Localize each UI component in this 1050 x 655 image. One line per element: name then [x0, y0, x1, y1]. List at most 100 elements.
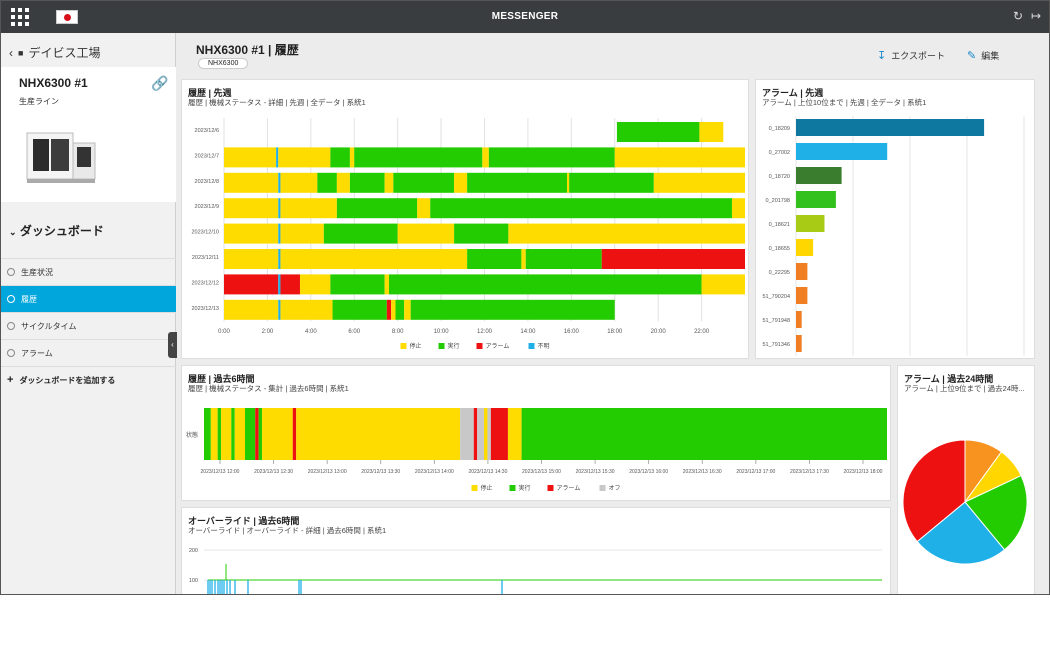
alarm-24h-pie — [902, 439, 1028, 565]
logout-icon[interactable]: ↦ — [1031, 9, 1042, 23]
back-label: デイビス工場 — [28, 46, 101, 60]
timeline-segment — [388, 274, 702, 295]
legend-label: アラーム — [486, 343, 510, 350]
x-tick-label: 6:00 — [348, 329, 360, 335]
legend-swatch — [438, 343, 445, 349]
x-tick-label: 2023/12/13 13:00 — [308, 469, 347, 475]
alarm-week-chart: 0102030400_182090_270020_187200_2017980_… — [762, 116, 1025, 356]
timeline-segment — [467, 249, 522, 269]
sidebar-item-production[interactable]: 生産状況 — [1, 258, 176, 285]
bar — [796, 143, 888, 160]
x-tick-label: 20:00 — [651, 329, 667, 335]
y-tick-label: 2023/12/8 — [195, 179, 219, 185]
pie-slice — [964, 474, 1028, 551]
x-tick-label: 4:00 — [305, 329, 317, 335]
timeline-segment — [395, 299, 405, 320]
back-link[interactable]: ‹ ■ デイビス工場 — [9, 44, 100, 61]
legend-label: 実行 — [448, 342, 460, 350]
timeline-segment — [616, 122, 700, 142]
timeline-segment — [262, 408, 293, 460]
y-tick-label: 0_22295 — [769, 270, 790, 276]
timeline-segment — [204, 408, 211, 460]
panel-override-6h: オーバーライド | 過去6時間 オーバーライド | オーバーライド - 詳細 |… — [181, 507, 891, 594]
timeline-segment — [276, 147, 279, 168]
timeline-segment — [386, 299, 392, 320]
chevron-down-icon: ⌄ — [9, 227, 17, 237]
factory-icon: ■ — [18, 47, 24, 58]
timeline-segment — [488, 147, 615, 168]
timeline-segment — [299, 274, 331, 295]
pie-slice — [902, 439, 966, 543]
x-tick-label: 2023/12/13 16:30 — [683, 469, 722, 475]
timeline-segment — [278, 299, 281, 320]
japan-flag-icon[interactable] — [56, 10, 78, 24]
timeline-segment — [244, 408, 256, 460]
y-tick-label: 2023/12/13 — [191, 306, 219, 312]
timeline-segment — [417, 198, 431, 219]
y-tick-label: 2023/12/9 — [195, 204, 219, 210]
panel-alarm-24h: アラーム | 過去24時間 アラーム | 上位9位まで | 過去24時... — [897, 365, 1035, 594]
legend-swatch — [476, 343, 483, 349]
panel-subtitle: オーバーライド | オーバーライド - 詳細 | 過去6時間 | 系統1 — [188, 526, 387, 535]
bar — [796, 239, 814, 256]
timeline-segment — [397, 223, 455, 244]
edit-button[interactable]: ✎ 編集 — [967, 50, 1000, 62]
timeline-segment — [701, 274, 745, 295]
timeline-segment — [507, 408, 522, 460]
legend-swatch — [528, 343, 535, 349]
y-tick-label: 2023/12/10 — [191, 230, 219, 236]
sidebar-item-history[interactable]: 履歴 — [1, 285, 176, 312]
timeline-segment — [482, 147, 489, 168]
legend-label: 不明 — [538, 343, 550, 350]
app-window: MESSENGER ↻ ↦ ‹ ■ デイビス工場 NHX6300 #1 生産ライ… — [0, 0, 1050, 595]
panel-title: アラーム | 先週 — [762, 88, 824, 98]
timeline-segment — [731, 198, 745, 219]
timeline-segment — [280, 223, 324, 244]
y-tick-label: 0_201798 — [766, 198, 790, 204]
timeline-segment — [224, 172, 279, 193]
timeline-segment — [404, 299, 411, 320]
timeline-segment — [508, 223, 745, 244]
legend-label: アラーム — [557, 485, 581, 492]
sidebar-item-cycle-time[interactable]: サイクルタイム — [1, 312, 176, 339]
timeline-segment — [278, 147, 331, 168]
panel-title: オーバーライド | 過去6時間 — [188, 516, 300, 526]
machine-tag: NHX6300 — [198, 58, 249, 69]
main-header: NHX6300 #1 | 履歴 NHX6300 ↧ エクスポート ✎ 編集 — [177, 33, 1049, 77]
timeline-segment — [224, 198, 279, 219]
x-tick-label: 2023/12/13 16:00 — [629, 469, 668, 475]
x-tick-label: 12:00 — [477, 329, 493, 335]
timeline-segment — [280, 198, 337, 219]
machine-card: NHX6300 #1 生産ライン 🔗 — [1, 67, 176, 202]
bar — [796, 119, 985, 136]
sidebar-collapse-toggle[interactable]: ‹ — [168, 332, 177, 358]
timeline-segment — [460, 408, 474, 460]
sidebar-item-alarm[interactable]: アラーム — [1, 339, 176, 366]
apps-grid-icon[interactable] — [11, 8, 29, 26]
timeline-segment — [336, 198, 418, 219]
legend-label: 停止 — [481, 484, 493, 492]
timeline-segment — [231, 408, 235, 460]
timeline-segment — [330, 274, 385, 295]
panel-history-6h: 履歴 | 過去6時間 履歴 | 機械ステータス - 集計 | 過去6時間 | 系… — [181, 365, 891, 501]
timeline-segment — [330, 147, 350, 168]
x-tick-label: 2023/12/13 15:30 — [576, 469, 615, 475]
dashboard-heading[interactable]: ⌄ ダッシュボード — [9, 224, 104, 238]
bar — [796, 311, 802, 328]
timeline-segment — [280, 172, 318, 193]
x-tick-label: 22:00 — [694, 329, 710, 335]
y-tick-label: 100 — [189, 578, 198, 584]
legend-swatch — [547, 485, 554, 491]
panel-title: 履歴 | 先週 — [188, 88, 232, 98]
add-dashboard-button[interactable]: + ダッシュボードを追加する — [1, 366, 176, 393]
refresh-icon[interactable]: ↻ — [1013, 9, 1024, 23]
link-icon[interactable]: 🔗 — [151, 75, 169, 91]
timeline-segment — [484, 408, 488, 460]
timeline-segment — [278, 198, 281, 219]
x-tick-label: 8:00 — [392, 329, 404, 335]
export-button[interactable]: ↧ エクスポート — [877, 50, 945, 62]
x-tick-label: 18:00 — [607, 329, 623, 335]
timeline-segment — [224, 249, 279, 269]
legend-label: 停止 — [410, 342, 422, 350]
bar — [796, 263, 808, 280]
